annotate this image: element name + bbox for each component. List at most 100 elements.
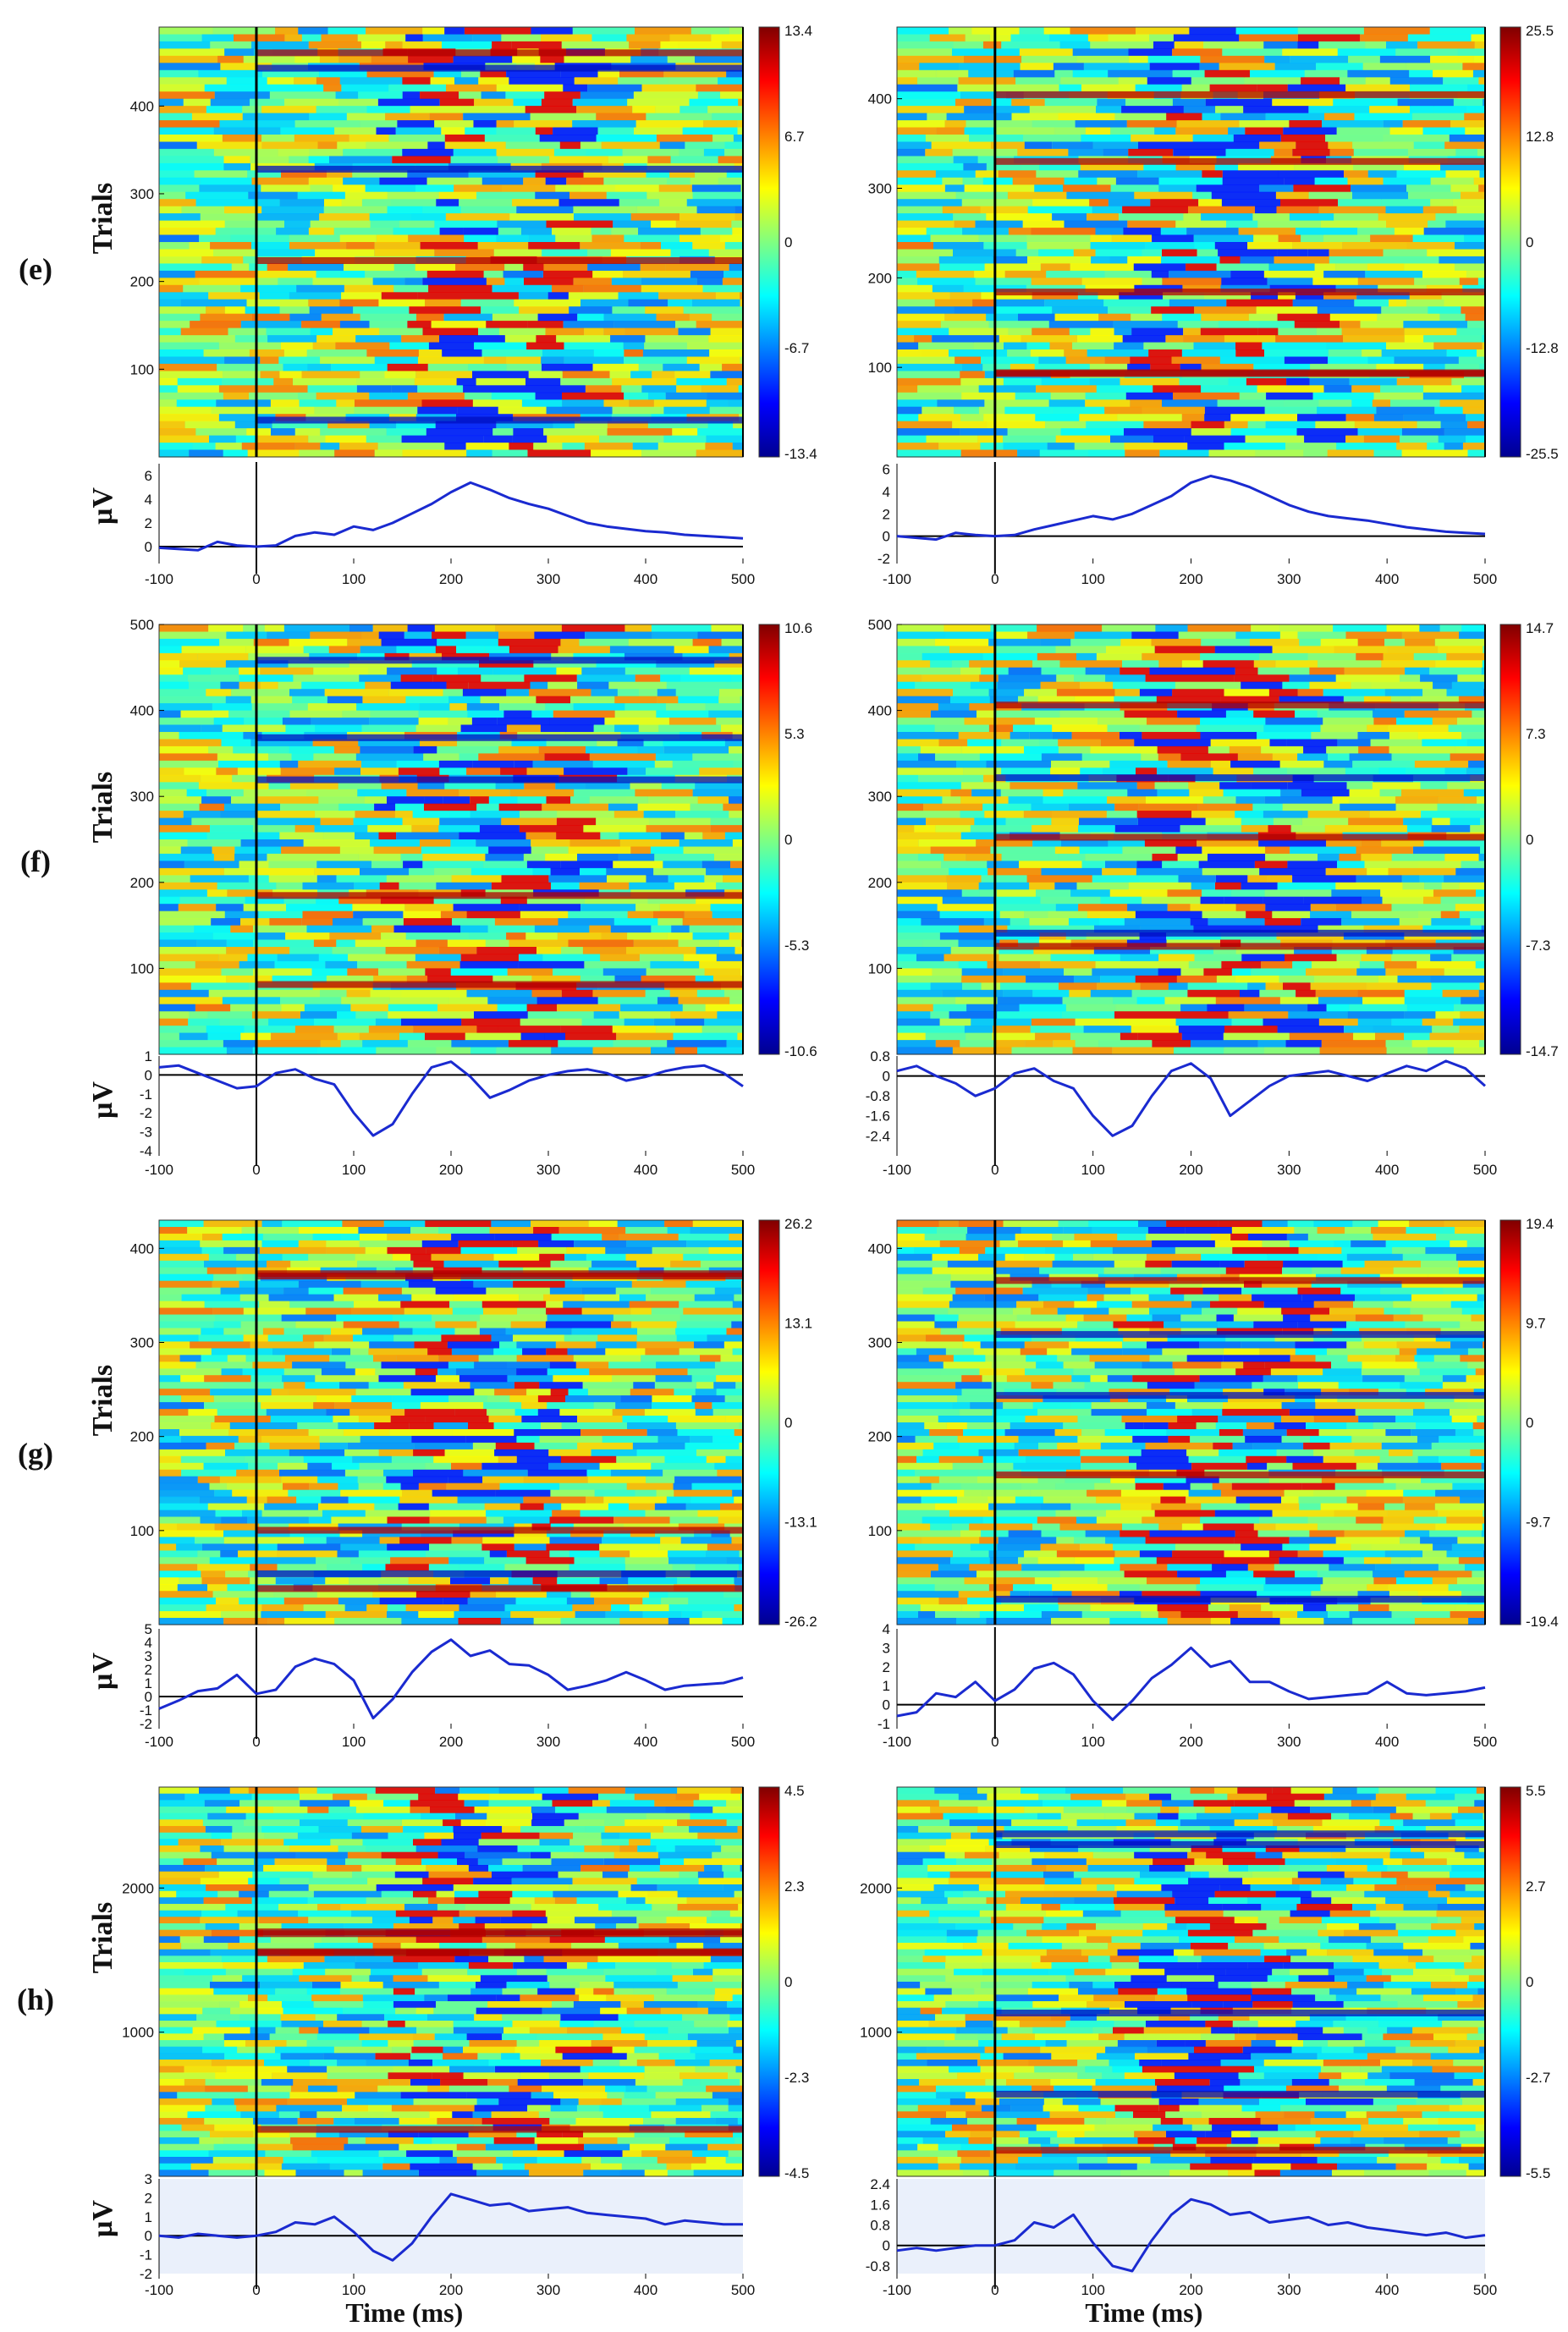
heatmap-cell — [488, 1416, 522, 1423]
heatmap-cell — [697, 91, 720, 100]
heatmap-cell — [159, 69, 199, 78]
heatmap-cell — [1090, 1240, 1153, 1248]
heatmap-cell — [1008, 228, 1032, 236]
heatmap-cell — [1429, 27, 1485, 36]
heatmap-cell — [696, 947, 735, 955]
x-tick-label: 200 — [439, 571, 463, 587]
heatmap-cell — [897, 674, 922, 683]
heatmap-cell — [670, 156, 718, 164]
heatmap-cell — [200, 1240, 262, 1248]
heatmap-cell — [656, 1489, 674, 1498]
heatmap-cell — [638, 724, 659, 733]
heatmap-cell — [1340, 803, 1396, 811]
heatmap-cell — [1478, 184, 1485, 193]
heatmap-cell — [496, 234, 529, 243]
heatmap-cell — [1154, 782, 1189, 790]
heatmap-cell — [1128, 48, 1173, 57]
heatmap-cell — [966, 1233, 1015, 1241]
heatmap-cell — [483, 270, 503, 278]
heatmap-stripe — [256, 64, 743, 72]
heatmap-cell — [1081, 135, 1131, 143]
heatmap-cell — [159, 349, 204, 358]
panel-label: (f) — [20, 844, 51, 878]
heatmap-cell — [1034, 718, 1098, 726]
heatmap-cell — [1391, 853, 1445, 861]
heatmap-cell — [991, 98, 1012, 107]
heatmap-cell — [341, 84, 389, 92]
heatmap-cell — [1414, 278, 1460, 286]
heatmap-cell — [714, 1462, 743, 1471]
heatmap-cell — [388, 689, 443, 697]
heatmap-cell — [931, 710, 977, 718]
heatmap-cell — [706, 1455, 726, 1464]
heatmap-cell — [1482, 335, 1485, 344]
heatmap-cell — [481, 177, 524, 185]
heatmap-cell — [1455, 148, 1477, 157]
heatmap-cell — [321, 1496, 349, 1504]
heatmap-cell — [1307, 652, 1356, 661]
heatmap-cell — [623, 270, 690, 278]
heatmap-cell — [1345, 435, 1364, 443]
heatmap-texture — [159, 1220, 743, 1625]
colorbar-tick-label: -7.3 — [1526, 938, 1550, 954]
heatmap-cell — [448, 1361, 475, 1369]
heatmap-cell — [897, 861, 942, 869]
heatmap-cell — [159, 767, 184, 776]
heatmap-cell — [442, 349, 482, 358]
heatmap-cell — [448, 1557, 485, 1565]
heatmap-cell — [619, 1618, 668, 1625]
heatmap-cell — [159, 1227, 188, 1235]
heatmap-cell — [291, 753, 314, 762]
heatmap-cell — [441, 127, 465, 135]
heatmap-cell — [536, 947, 561, 955]
heatmap-cell — [1126, 1314, 1153, 1323]
heatmap-cell — [1235, 631, 1280, 640]
heatmap-cell — [1404, 414, 1466, 422]
heatmap-cell — [308, 41, 361, 49]
heatmap-cell — [250, 1564, 278, 1571]
heatmap-cell — [532, 760, 593, 768]
heatmap-cell — [434, 624, 496, 633]
heatmap-cell — [946, 875, 982, 883]
heatmap-cell — [465, 435, 484, 443]
heatmap-cell — [206, 106, 243, 114]
heatmap-cell — [1205, 98, 1273, 107]
heatmap-cell — [399, 1496, 458, 1504]
heatmap-cell — [314, 406, 355, 415]
heatmap-cell — [1326, 745, 1359, 754]
heatmap-cell — [526, 1004, 558, 1012]
heatmap-cell — [1147, 1227, 1186, 1235]
heatmap-cell — [553, 127, 598, 135]
heatmap-cell — [653, 399, 707, 408]
heatmap-cell — [443, 689, 463, 697]
heatmap-cell — [726, 1040, 743, 1048]
heatmap-cell — [209, 1469, 237, 1477]
heatmap-cell — [516, 1341, 556, 1349]
heatmap-cell — [415, 1591, 470, 1598]
heatmap-cell — [695, 1409, 713, 1416]
heatmap-cell — [1237, 1307, 1282, 1316]
heatmap-cell — [1103, 1267, 1161, 1275]
heatmap-cell — [897, 41, 954, 49]
heatmap-cell — [187, 1227, 242, 1235]
heatmap-cell — [1187, 1395, 1228, 1403]
heatmap-cell — [988, 867, 1042, 876]
heatmap-cell — [1091, 1402, 1147, 1410]
heatmap-cell — [289, 1301, 354, 1309]
erp-tick-label: -2.4 — [866, 1128, 890, 1144]
heatmap-cell — [492, 41, 512, 49]
heatmap-cell — [283, 1287, 309, 1295]
heatmap-cell — [289, 947, 333, 955]
heatmap-cell — [675, 1422, 740, 1430]
heatmap-cell — [699, 960, 743, 969]
heatmap-cell — [897, 782, 961, 790]
heatmap-cell — [1050, 392, 1086, 400]
heatmap-cell — [740, 184, 743, 193]
heatmap-cell — [961, 1389, 1004, 1396]
heatmap-cell — [574, 77, 619, 85]
heatmap-cell — [1464, 113, 1485, 121]
heatmap-cell — [228, 710, 290, 718]
heatmap-cell — [289, 234, 340, 243]
heatmap-cell — [337, 141, 366, 150]
heatmap-cell — [206, 1026, 245, 1034]
